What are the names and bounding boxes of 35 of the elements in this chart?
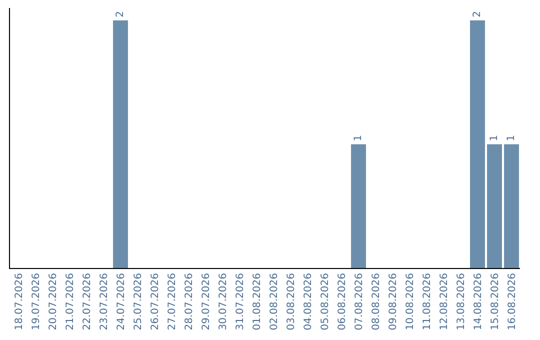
x-tick-label: 27.07.2026 [166, 273, 178, 330]
x-tick-label: 15.08.2026 [490, 273, 501, 330]
x-tick-label: 25.07.2026 [132, 273, 144, 330]
data-label: 2 [472, 11, 483, 18]
x-tick-label: 04.08.2026 [302, 273, 314, 330]
x-tick-label: 11.08.2026 [422, 273, 433, 330]
data-label: 1 [506, 134, 517, 142]
x-tick-label: 09.08.2026 [388, 273, 399, 330]
x-tick-label: 10.08.2026 [404, 273, 416, 330]
x-tick-label: 28.07.2026 [184, 273, 195, 330]
x-tick-label: 16.08.2026 [506, 273, 518, 330]
x-tick-label: 08.08.2026 [370, 273, 382, 330]
x-tick-label: 19.07.2026 [30, 273, 42, 330]
x-tick-label: 14.08.2026 [472, 273, 484, 330]
data-label: 1 [489, 134, 500, 142]
x-tick-label: 20.07.2026 [48, 273, 59, 330]
x-tick-label: 23.07.2026 [98, 273, 110, 330]
data-label: 1 [353, 134, 364, 142]
x-tick-label: 29.07.2026 [200, 273, 212, 330]
x-tick-label: 24.07.2026 [116, 273, 127, 330]
x-tick-label: 30.07.2026 [218, 273, 229, 330]
x-tick-label: 12.08.2026 [438, 273, 450, 330]
data-label: 2 [115, 11, 126, 18]
x-tick-label: 18.07.2026 [14, 273, 25, 330]
x-tick-label: 03.08.2026 [286, 273, 297, 330]
x-tick-label: 05.08.2026 [320, 273, 331, 330]
x-tick-label: 07.08.2026 [354, 273, 365, 330]
x-tick-label: 21.07.2026 [64, 273, 76, 330]
x-tick-label: 01.08.2026 [252, 273, 263, 330]
x-tick-label: 13.08.2026 [456, 273, 467, 330]
x-tick-label: 31.07.2026 [234, 273, 246, 330]
x-tick-label: 22.07.2026 [82, 273, 93, 330]
x-tick-label: 26.07.2026 [150, 273, 161, 330]
x-tick-label: 06.08.2026 [336, 273, 348, 330]
x-tick-label: 02.08.2026 [268, 273, 280, 330]
